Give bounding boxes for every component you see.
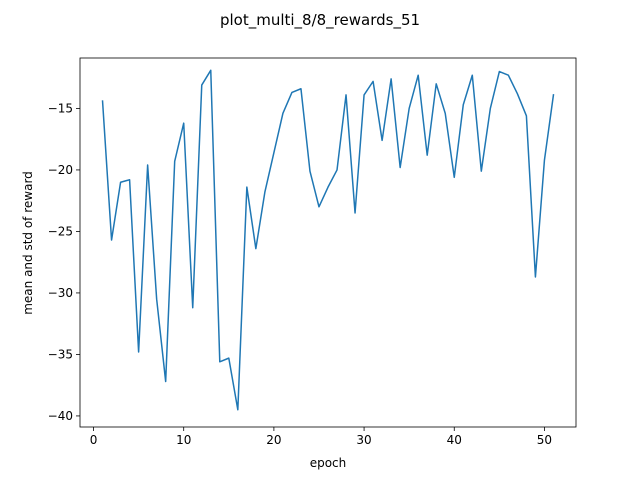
x-tick-label-30: 30 [356, 433, 371, 447]
series-line-0 [101, 69, 555, 411]
chart-title: plot_multi_8/8_rewards_51 [220, 11, 420, 30]
x-tick-label-10: 10 [176, 433, 191, 447]
plot-area: 0 10 20 30 40 50 −40 −35 −30 −25 −20 −15 [48, 57, 577, 447]
x-tick-label-0: 0 [90, 433, 98, 447]
y-axis-label: mean and std of reward [21, 171, 35, 315]
x-tick-label-50: 50 [537, 433, 552, 447]
y-tick-label--30: −30 [48, 286, 73, 300]
x-axis-label: epoch [310, 456, 347, 470]
axes-frame [79, 57, 577, 428]
x-tick-label-40: 40 [447, 433, 462, 447]
y-tick-label--15: −15 [48, 101, 73, 115]
y-tick-label--35: −35 [48, 347, 73, 361]
x-tick-label-20: 20 [266, 433, 281, 447]
y-tick-label--40: −40 [48, 409, 73, 423]
y-tick-label--25: −25 [48, 224, 73, 238]
y-tick-label--20: −20 [48, 163, 73, 177]
